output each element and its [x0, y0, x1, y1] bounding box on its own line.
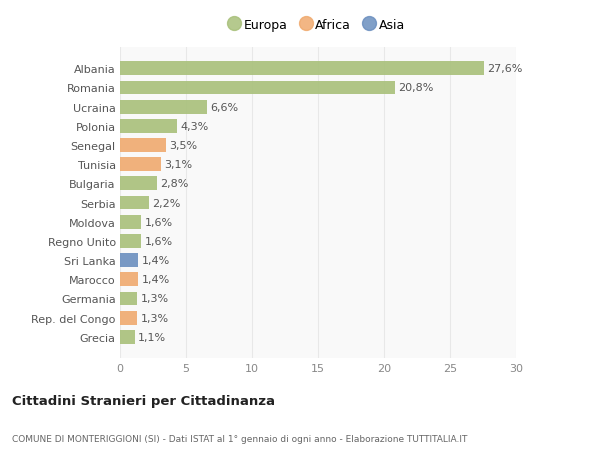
Bar [120, 311, 137, 325]
Text: 6,6%: 6,6% [211, 102, 239, 112]
Bar [120, 81, 395, 95]
Bar [120, 120, 177, 134]
Bar [120, 101, 207, 114]
Bar [120, 62, 484, 76]
Text: COMUNE DI MONTERIGGIONI (SI) - Dati ISTAT al 1° gennaio di ogni anno - Elaborazi: COMUNE DI MONTERIGGIONI (SI) - Dati ISTA… [12, 434, 467, 442]
Text: 1,6%: 1,6% [145, 236, 173, 246]
Bar [120, 215, 141, 229]
Text: 3,1%: 3,1% [164, 160, 193, 170]
Bar [120, 292, 137, 306]
Text: 3,5%: 3,5% [170, 141, 197, 151]
Bar [120, 235, 141, 248]
Text: 1,1%: 1,1% [138, 332, 166, 342]
Text: 2,8%: 2,8% [160, 179, 188, 189]
Bar [120, 196, 149, 210]
Text: 2,2%: 2,2% [152, 198, 181, 208]
Text: 20,8%: 20,8% [398, 84, 433, 93]
Bar [120, 139, 166, 152]
Text: 27,6%: 27,6% [488, 64, 523, 74]
Text: 1,3%: 1,3% [140, 294, 169, 304]
Text: 1,6%: 1,6% [145, 217, 173, 227]
Text: 1,4%: 1,4% [142, 256, 170, 265]
Legend: Europa, Africa, Asia: Europa, Africa, Asia [226, 14, 410, 37]
Bar [120, 330, 134, 344]
Text: 4,3%: 4,3% [180, 122, 208, 132]
Text: 1,4%: 1,4% [142, 274, 170, 285]
Bar [120, 177, 157, 191]
Text: Cittadini Stranieri per Cittadinanza: Cittadini Stranieri per Cittadinanza [12, 394, 275, 407]
Text: 1,3%: 1,3% [140, 313, 169, 323]
Bar [120, 158, 161, 172]
Bar [120, 254, 139, 268]
Bar [120, 273, 139, 286]
